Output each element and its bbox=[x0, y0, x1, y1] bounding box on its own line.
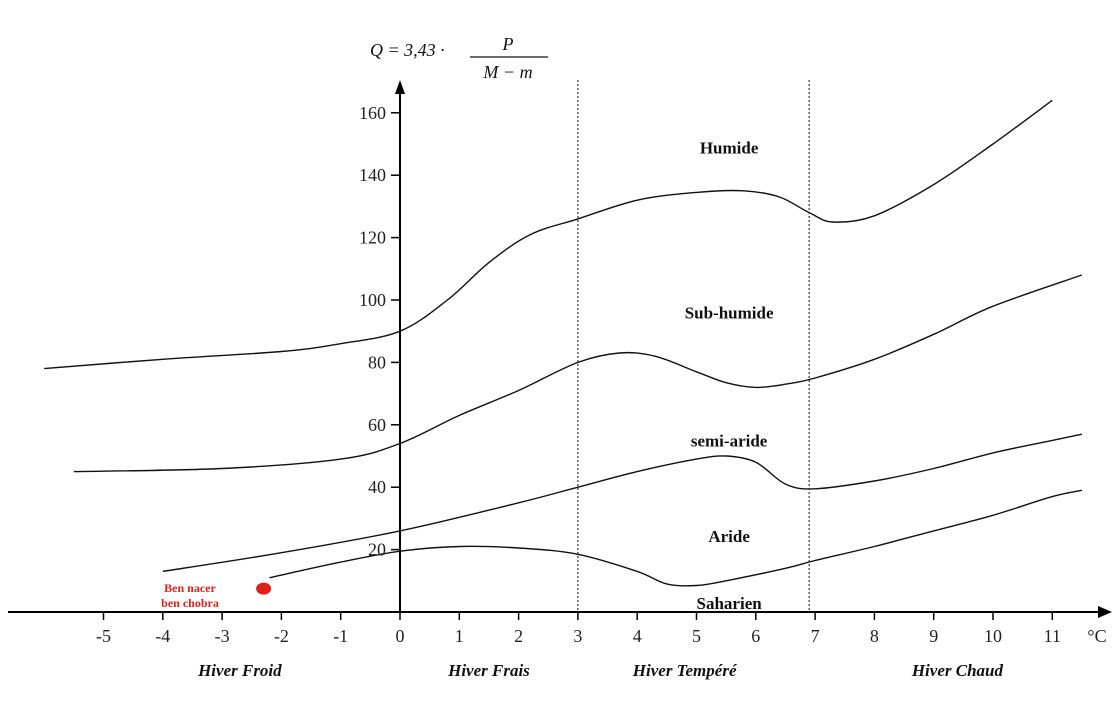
boundary-curve-1 bbox=[44, 99, 1053, 370]
zone-boundary-curves bbox=[44, 99, 1083, 587]
x-tick-label: -4 bbox=[155, 626, 170, 646]
y-tick-labels: 20 40 60 80 100 120 140 160 bbox=[359, 103, 400, 560]
x-tick-label: 4 bbox=[633, 626, 642, 646]
x-tick-label: 2 bbox=[514, 626, 523, 646]
y-tick-label: 120 bbox=[359, 228, 386, 248]
x-tick-label: 1 bbox=[455, 626, 464, 646]
formula-lhs: Q = 3,43 · bbox=[370, 40, 445, 60]
y-tick-label: 60 bbox=[368, 415, 386, 435]
x-tick-label: 9 bbox=[929, 626, 938, 646]
x-tick-label: 8 bbox=[870, 626, 879, 646]
season-label: Hiver Chaud bbox=[911, 661, 1004, 680]
x-tick-label: 3 bbox=[573, 626, 582, 646]
x-tick-labels: -5 -4 -3 -2 -1 0 1 2 3 4 5 6 7 8 9 10 11 °C bbox=[96, 612, 1107, 646]
season-label: Hiver Frais bbox=[447, 661, 530, 680]
region-label: Humide bbox=[700, 138, 759, 157]
x-tick-label: 6 bbox=[751, 626, 760, 646]
x-axis-arrow-icon bbox=[1098, 606, 1112, 618]
region-label: semi-aride bbox=[691, 432, 768, 451]
formula-numerator: P bbox=[502, 34, 514, 54]
x-tick-label: 11 bbox=[1044, 626, 1061, 646]
y-axis-arrow-icon bbox=[395, 80, 405, 94]
x-tick-label: -2 bbox=[274, 626, 289, 646]
region-label: Sub-humide bbox=[685, 304, 774, 323]
y-axis-formula: Q = 3,43 · P M − m bbox=[370, 34, 548, 82]
boundary-curve-3 bbox=[162, 433, 1083, 573]
x-tick-label: 0 bbox=[396, 626, 405, 646]
station-marker-label: ben chobra bbox=[161, 596, 219, 610]
x-tick-label: -5 bbox=[96, 626, 111, 646]
formula-denominator: M − m bbox=[482, 62, 532, 82]
season-label: Hiver Tempéré bbox=[632, 661, 738, 680]
region-label: Saharien bbox=[697, 594, 763, 613]
axes bbox=[8, 80, 1112, 618]
x-tick-label: 5 bbox=[692, 626, 701, 646]
x-tick-label: 10 bbox=[984, 626, 1002, 646]
x-tick-label: -3 bbox=[215, 626, 230, 646]
x-unit-label: °C bbox=[1087, 626, 1106, 646]
boundary-curve-2 bbox=[73, 274, 1083, 473]
boundary-curve-4 bbox=[269, 489, 1083, 587]
season-dividers bbox=[577, 80, 810, 612]
season-labels: Hiver Froid Hiver Frais Hiver Tempéré Hiver… bbox=[197, 661, 1003, 680]
x-tick-label: -1 bbox=[333, 626, 348, 646]
station-marker-dot bbox=[256, 582, 272, 595]
station-marker-label: Ben nacer bbox=[164, 581, 216, 595]
x-tick-label: 7 bbox=[811, 626, 820, 646]
y-tick-label: 40 bbox=[368, 477, 386, 497]
y-tick-label: 100 bbox=[359, 290, 386, 310]
season-label: Hiver Froid bbox=[197, 661, 282, 680]
y-tick-label: 80 bbox=[368, 352, 386, 372]
y-tick-label: 20 bbox=[368, 540, 386, 560]
y-tick-label: 160 bbox=[359, 103, 386, 123]
y-tick-label: 140 bbox=[359, 165, 386, 185]
region-label: Aride bbox=[708, 527, 750, 546]
region-labels: Humide Sub-humide semi-aride Aride Saharien bbox=[685, 138, 774, 613]
